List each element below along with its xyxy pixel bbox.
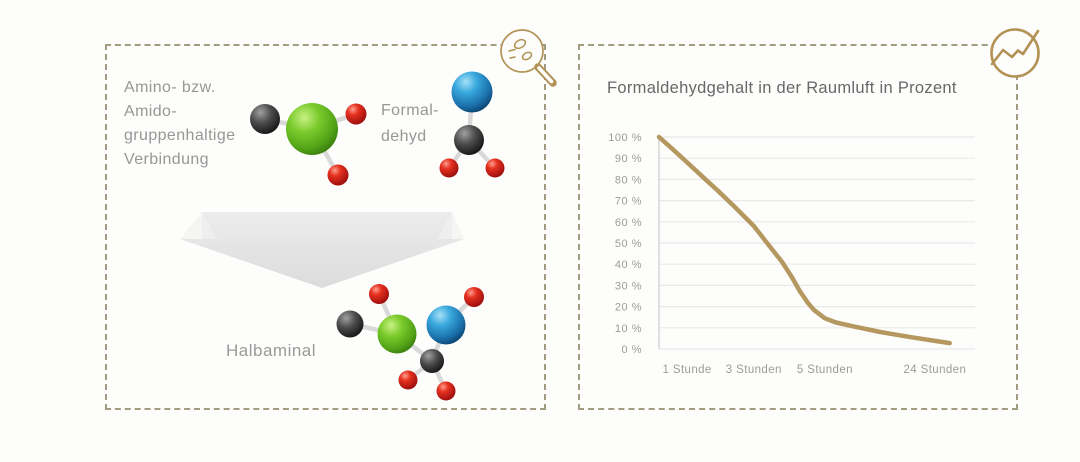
x-axis-tick-label: 3 Stunden bbox=[726, 364, 782, 376]
formaldehyde-label-line: dehyd bbox=[381, 128, 427, 145]
red-atom bbox=[439, 158, 459, 178]
red-atom bbox=[464, 287, 484, 307]
reactant-label-line: Amido- bbox=[124, 103, 178, 120]
y-axis-tick-label: 20 % bbox=[615, 302, 642, 314]
reaction-diagram-panel: Amino- bzw. Amido- gruppenhaltige Verbin… bbox=[105, 44, 546, 410]
chart-title: Formaldehydgehalt in der Raumluft in Pro… bbox=[607, 79, 957, 97]
green-atom bbox=[286, 103, 338, 155]
black-atom bbox=[454, 125, 484, 155]
product-label: Halbaminal bbox=[226, 341, 317, 360]
formaldehyde-molecule bbox=[439, 71, 505, 178]
y-axis-tick-label: 50 % bbox=[615, 238, 642, 250]
trend-line-circle-icon bbox=[990, 28, 1040, 78]
red-atom bbox=[345, 103, 367, 125]
magnifier-molecules-icon bbox=[500, 29, 557, 87]
x-axis-tick-label: 24 Stunden bbox=[903, 364, 966, 376]
x-axis-tick-label: 1 Stunde bbox=[662, 364, 711, 376]
molecule-diagram bbox=[180, 71, 505, 401]
red-atom bbox=[485, 158, 505, 178]
formaldehyde-label: Formal- dehyd bbox=[381, 98, 439, 150]
y-axis-tick-label: 90 % bbox=[615, 153, 642, 165]
chart-panel: Formaldehydgehalt in der Raumluft in Pro… bbox=[578, 44, 1018, 410]
reactant-label-line: gruppenhaltige bbox=[124, 127, 236, 144]
y-axis-tick-label: 10 % bbox=[615, 323, 642, 335]
y-axis-tick-label: 40 % bbox=[615, 259, 642, 271]
y-axis-tick-label: 60 % bbox=[615, 217, 642, 229]
y-axis-tick-label: 100 % bbox=[608, 132, 642, 144]
blue-atom bbox=[451, 71, 493, 113]
reactant-label-line: Amino- bzw. bbox=[124, 79, 216, 96]
y-axis-tick-label: 30 % bbox=[615, 280, 642, 292]
amino-compound-molecule bbox=[250, 103, 367, 186]
y-axis-tick-label: 0 % bbox=[622, 344, 642, 356]
formaldehyde-curve bbox=[656, 134, 952, 346]
halbaminal-molecule bbox=[336, 284, 484, 401]
black-atom bbox=[336, 310, 364, 338]
formaldehyde-label-line: Formal- bbox=[381, 102, 439, 119]
formaldehyde-line-chart: 100 % 90 % 80 % 70 % 60 % 50 % 40 % 30 % 20 % 10 … bbox=[608, 132, 975, 376]
green-atom bbox=[377, 314, 417, 354]
x-axis-tick-label: 5 Stunden bbox=[797, 364, 853, 376]
blue-atom bbox=[426, 305, 466, 345]
reactant-label-line: Verbindung bbox=[124, 151, 209, 168]
reactant-label: Amino- bzw. Amido- gruppenhaltige Verbin… bbox=[124, 76, 235, 172]
red-atom bbox=[327, 164, 349, 186]
y-axis-tick-label: 70 % bbox=[615, 196, 642, 208]
red-atom bbox=[369, 284, 389, 304]
y-axis-tick-label: 80 % bbox=[615, 174, 642, 186]
red-atom bbox=[398, 370, 418, 390]
black-atom bbox=[250, 104, 280, 134]
red-atom bbox=[436, 381, 456, 401]
reaction-arrow bbox=[180, 212, 464, 288]
black-atom bbox=[420, 349, 444, 373]
